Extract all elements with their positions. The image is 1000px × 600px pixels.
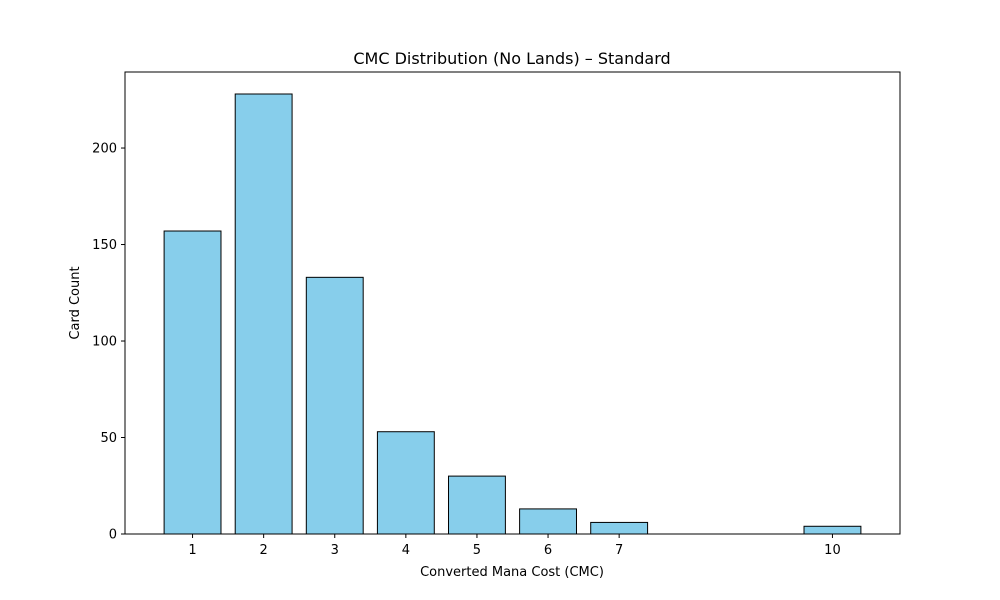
y-tick-label: 50 (100, 431, 117, 446)
bars-group (163, 93, 862, 535)
x-tick-label: 3 (331, 543, 339, 558)
plot-frame (124, 71, 901, 535)
y-tick-label: 100 (92, 335, 117, 350)
x-tick-label: 5 (473, 543, 481, 558)
y-tick-label: 0 (109, 528, 117, 543)
y-axis-label: Card Count (68, 266, 83, 339)
y-tick-label: 150 (92, 238, 117, 253)
bar-cmc-3 (305, 276, 364, 535)
x-tick-label: 7 (615, 543, 623, 558)
bar-cmc-4 (376, 431, 435, 535)
x-tick-label: 1 (188, 543, 196, 558)
bar-cmc-5 (448, 475, 506, 535)
bar-cmc-6 (519, 508, 577, 535)
x-tick-label: 4 (402, 543, 410, 558)
x-axis-label: Converted Mana Cost (CMC) (420, 565, 604, 580)
chart-title: CMC Distribution (No Lands) – Standard (353, 49, 670, 68)
y-axis-ticks: 0 50 100 150 200 (92, 142, 125, 543)
bar-cmc-1 (163, 230, 222, 535)
y-tick-label: 200 (92, 142, 117, 157)
x-tick-label: 10 (824, 543, 841, 558)
bar-cmc-10 (803, 525, 862, 535)
x-axis-ticks: 1 2 3 4 5 6 7 10 (188, 534, 841, 558)
x-tick-label: 6 (544, 543, 552, 558)
x-tick-label: 2 (260, 543, 268, 558)
bar-cmc-7 (590, 521, 649, 535)
bar-cmc-2 (234, 93, 293, 535)
